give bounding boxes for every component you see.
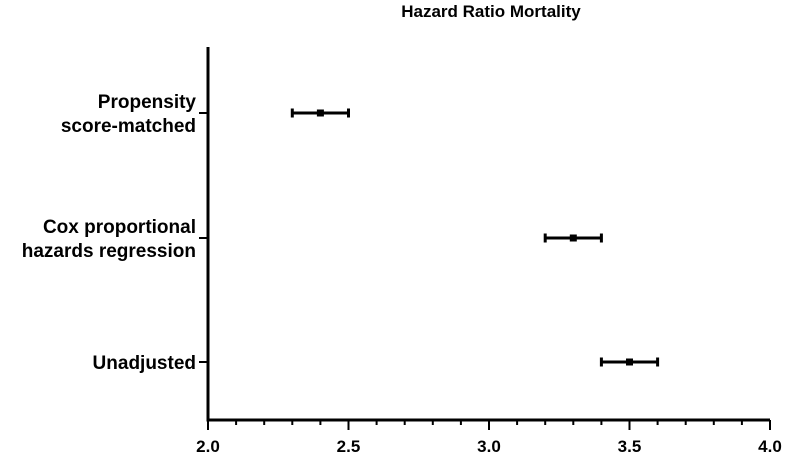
chart-axes [199, 47, 771, 430]
x-tick-label: 4.0 [758, 437, 782, 456]
row-label: Unadjusted [93, 353, 196, 374]
x-tick-label: 3.0 [477, 437, 501, 456]
row-label: hazards regression [22, 241, 196, 262]
row-label: Cox proportional [43, 217, 196, 238]
point-estimate [569, 234, 577, 242]
point-estimate [626, 358, 633, 366]
chart-title: Hazard Ratio Mortality [401, 2, 581, 21]
x-tick-label: 3.5 [618, 437, 642, 456]
point-estimate [316, 109, 324, 117]
chart-labels: 2.0 2.5 3.0 3.5 4.0 Propensity score-matched Co… [22, 92, 782, 456]
row-label: Propensity [98, 92, 197, 113]
x-tick-label: 2.0 [196, 437, 220, 456]
chart-marks [290, 108, 660, 367]
x-tick-label: 2.5 [337, 437, 361, 456]
row-label: score-matched [61, 116, 196, 137]
